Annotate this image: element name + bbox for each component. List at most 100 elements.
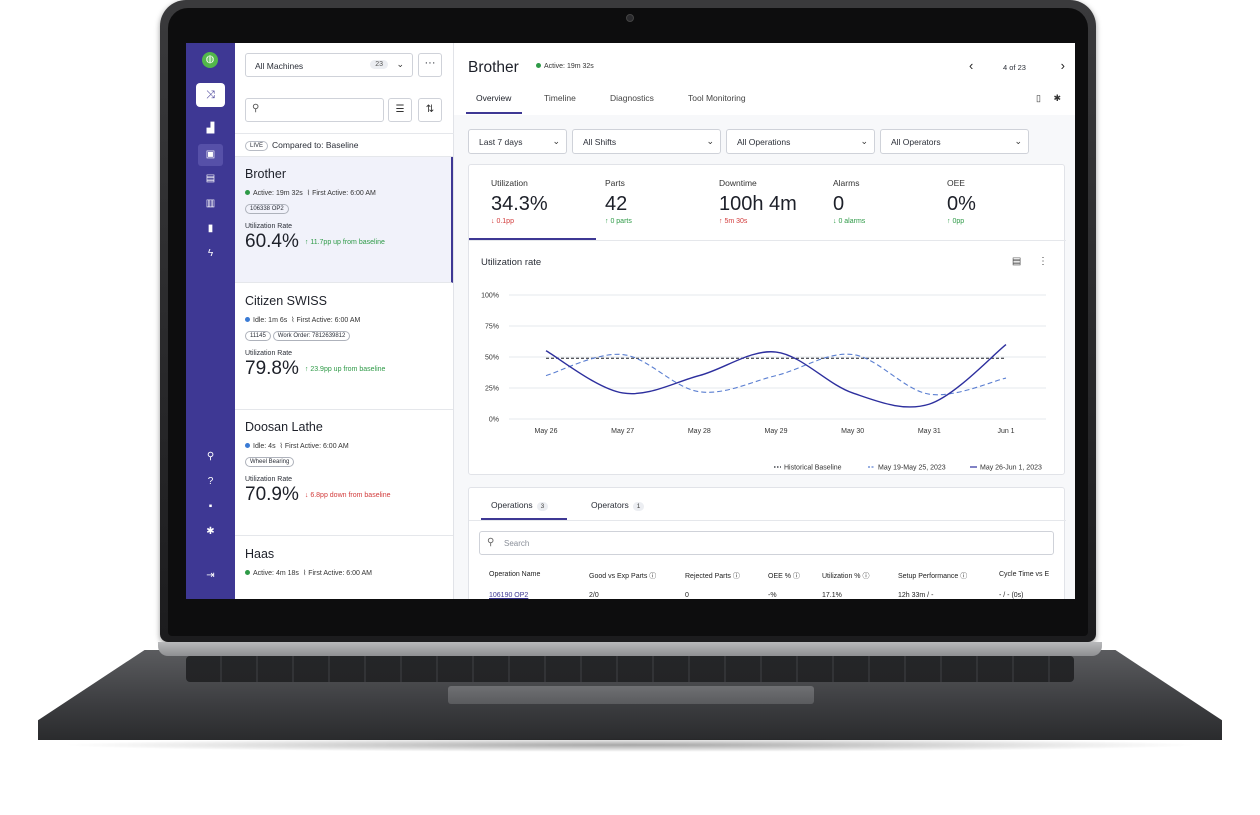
tab-timeline[interactable]: Timeline <box>544 93 576 103</box>
table-header: Utilization % ⓘ <box>822 573 870 580</box>
area-chart-icon[interactable]: ▟ <box>206 123 215 134</box>
kpi-label: OEE <box>947 178 965 188</box>
nav-rail: ◍ ⤨ ▟ ▣ ▤ ▥ ▮ ϟ ⚲ ? ▪ ✱ ⇥ <box>186 43 235 599</box>
webcam <box>626 14 634 22</box>
machine-card[interactable]: Doosan Lathe Idle: 4s ⌇ First Active: 6:… <box>235 410 453 536</box>
baseline-delta: ↑ 23.9pp up from baseline <box>304 365 386 373</box>
table-header: Rejected Parts ⓘ <box>685 573 740 580</box>
gear-icon[interactable]: ✱ <box>206 526 215 537</box>
sort-button[interactable]: ⇅ <box>418 98 442 122</box>
table-cell: 12h 33m / - <box>898 592 934 599</box>
table-header: Good vs Exp Parts ⓘ <box>589 573 657 580</box>
table-header[interactable]: Operation Name <box>489 571 541 578</box>
utilization-rate-value: 60.4% <box>245 231 299 252</box>
comparison-text: Compared to: Baseline <box>272 140 359 150</box>
machine-status: Idle: 4s ⌇ First Active: 6:00 AM <box>245 442 443 450</box>
shift-select[interactable]: All Shifts ⌄ <box>572 129 721 154</box>
kpi-tile[interactable]: Alarms 0 ↓ 0 alarms <box>823 165 937 240</box>
brand-logo-icon[interactable]: ◍ <box>202 52 218 68</box>
machine-card[interactable]: Citizen SWISS Idle: 1m 6s ⌇ First Active… <box>235 284 453 410</box>
utilization-rate-value: 70.9% <box>245 484 299 505</box>
shuffle-icon[interactable]: ⤨ <box>196 83 225 107</box>
tab-tool-monitoring[interactable]: Tool Monitoring <box>688 93 746 103</box>
machine-card[interactable]: Haas Active: 4m 18s ⌇ First Active: 6:00… <box>235 537 453 600</box>
kpi-label: Alarms <box>833 178 860 188</box>
status-dot <box>245 190 250 195</box>
kpi-delta: ↓ 0.1pp <box>491 218 514 225</box>
table-cell: 0 <box>685 592 689 599</box>
search-icon[interactable]: ⚲ <box>206 451 215 462</box>
help-icon[interactable]: ? <box>207 476 214 487</box>
table-view-icon[interactable]: ▤ <box>1011 256 1022 267</box>
kpi-delta: ↑ 5m 30s <box>719 218 748 225</box>
chevron-left-icon[interactable]: ‹ <box>969 58 974 73</box>
x-tick-label: Jun 1 <box>997 428 1014 435</box>
utilization-line-chart: 100% 75% 50% 25% 0% May 26 May 27 May 28 May 29 M… <box>481 293 1046 472</box>
search-icon: ⚲ <box>487 537 495 548</box>
more-options-button[interactable]: ··· <box>418 53 442 77</box>
report-icon[interactable]: ▥ <box>205 198 216 209</box>
hinge <box>158 642 1102 656</box>
machine-tag: 11145 <box>245 330 271 341</box>
x-tick-label: May 31 <box>918 428 941 435</box>
kpi-value: 0 <box>833 193 845 215</box>
date-range-select[interactable]: Last 7 days ⌄ <box>468 129 567 154</box>
lightning-icon[interactable]: ϟ <box>207 248 214 259</box>
tab-diagnostics[interactable]: Diagnostics <box>610 93 654 103</box>
active-tab-indicator <box>466 112 522 114</box>
tab-overview[interactable]: Overview <box>476 93 512 103</box>
operator-select[interactable]: All Operators ⌄ <box>880 129 1029 154</box>
utilization-rate-value: 79.8% <box>245 357 299 379</box>
chevron-down-icon: ⌄ <box>1014 136 1022 146</box>
chart-title: Utilization rate <box>481 257 542 268</box>
detail-tabs: Overview Timeline Diagnostics Tool Monit… <box>454 91 1075 115</box>
settings-icon[interactable]: ✱ <box>1053 93 1061 103</box>
tab-operations[interactable]: Operations 3 <box>491 500 549 511</box>
monitor-icon[interactable]: ▣ <box>198 144 223 166</box>
chevron-right-icon[interactable]: › <box>1060 58 1065 73</box>
machine-search-input[interactable]: ⚲ <box>245 98 384 122</box>
table-header: Cycle Time vs E <box>999 571 1050 578</box>
machine-count-badge: 23 <box>370 60 388 69</box>
kebab-menu-icon[interactable]: ⋮ <box>1038 256 1048 267</box>
operation-select[interactable]: All Operations ⌄ <box>726 129 875 154</box>
shadow <box>58 738 1202 752</box>
tablet-icon[interactable]: ▯ <box>1035 93 1041 103</box>
comparison-bar[interactable]: LIVE Compared to: Baseline <box>235 133 454 157</box>
bar-chart-icon[interactable]: ▮ <box>207 223 214 234</box>
pulse-icon: ⌇ <box>291 316 295 324</box>
x-tick-label: May 26 <box>535 428 558 435</box>
status-dot <box>245 569 250 575</box>
operations-search-input[interactable]: ⚲ Search <box>479 531 1054 555</box>
operations-panel: Operations 3 Operators 1 ⚲ Search Operatio… <box>468 487 1066 599</box>
kpi-value: 0% <box>947 193 976 215</box>
status-dot <box>245 316 250 322</box>
y-tick-label: 0% <box>489 417 499 424</box>
x-tick-label: May 28 <box>688 428 711 435</box>
kpi-tile[interactable]: Parts 42 ↑ 0 parts <box>595 165 709 240</box>
machine-group-select[interactable]: All Machines 23 ⌄ <box>245 53 413 77</box>
search-icon: ⚲ <box>252 103 260 114</box>
active-ops-tab-indicator <box>481 518 567 520</box>
machine-card[interactable]: Brother Active: 19m 32s ⌇ First Active: … <box>235 157 453 283</box>
chevron-down-icon: ⌄ <box>706 136 714 146</box>
filter-button[interactable]: ☰ <box>388 98 412 122</box>
detail-header: Brother Active: 19m 32s ‹ 4 of 23 › Over… <box>454 43 1075 115</box>
kpi-tile[interactable]: Utilization 34.3% ↓ 0.1pp <box>481 165 595 240</box>
machine-status: Active: 19m 32s ⌇ First Active: 6:00 AM <box>245 189 441 197</box>
tab-operators[interactable]: Operators 1 <box>591 500 645 511</box>
machine-name: Brother <box>245 167 286 181</box>
machine-name: Haas <box>245 546 275 561</box>
chevron-down-icon: ⌄ <box>860 136 868 146</box>
y-tick-label: 100% <box>481 293 499 300</box>
kpi-value: 100h 4m <box>719 193 797 215</box>
lock-icon[interactable]: ▪ <box>208 501 213 512</box>
calendar-icon[interactable]: ▤ <box>205 173 216 184</box>
kpi-label: Parts <box>605 178 625 188</box>
machine-tag: Wheel Bearing <box>245 457 295 467</box>
table-cell[interactable]: 106190 OP2 <box>489 592 529 599</box>
logout-icon[interactable]: ⇥ <box>206 570 215 581</box>
kpi-tile[interactable]: Downtime 100h 4m ↑ 5m 30s <box>709 165 823 240</box>
kpi-tile[interactable]: OEE 0% ↑ 0pp <box>937 165 1051 240</box>
machine-tag: 106338 OP2 <box>245 204 289 214</box>
